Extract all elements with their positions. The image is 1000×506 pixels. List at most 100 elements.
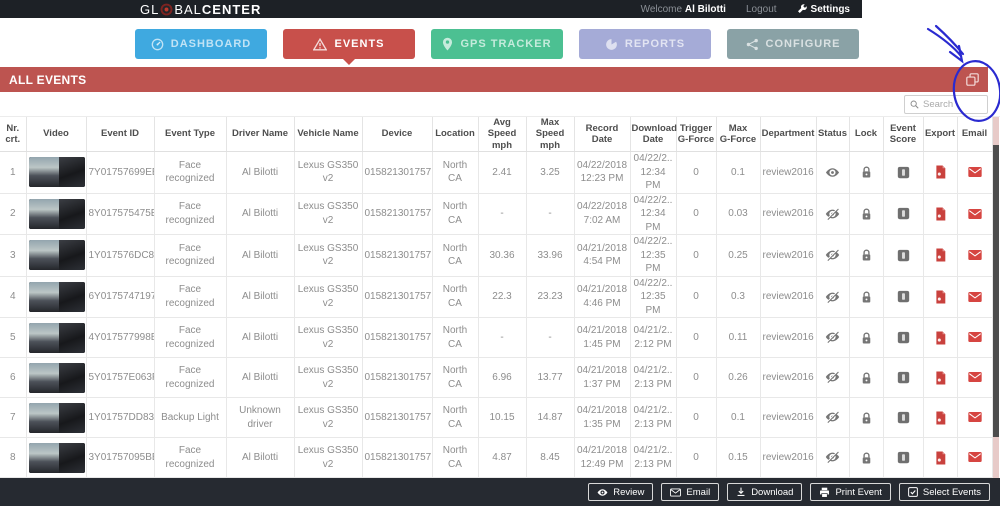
table-row[interactable]: 7 1Y01757DD835 Backup Light Unknown driv… (0, 397, 993, 439)
event-score-cell[interactable] (883, 234, 924, 277)
vertical-scrollbar-track[interactable] (993, 117, 999, 478)
export-cell[interactable] (923, 357, 958, 399)
col-location: Location (432, 117, 479, 153)
table-row[interactable]: 6 5Y01757E063F Face recognized Al Bilott… (0, 357, 993, 399)
video-cell[interactable] (26, 234, 87, 277)
lock-cell[interactable] (849, 317, 884, 359)
vertical-scrollbar-thumb[interactable] (993, 145, 999, 437)
export-cell[interactable] (923, 193, 958, 236)
event-score-cell[interactable] (883, 317, 924, 359)
select-events-button[interactable]: Select Events (898, 483, 990, 501)
lock-cell[interactable] (849, 276, 884, 319)
export-cell[interactable] (923, 276, 958, 319)
table-row[interactable]: 4 6Y0175747197 Face recognized Al Bilott… (0, 276, 993, 319)
tab-dashboard[interactable]: DASHBOARD (135, 29, 267, 59)
email-cell[interactable] (957, 437, 993, 478)
export-cell[interactable] (923, 317, 958, 359)
export-cell[interactable] (923, 234, 958, 277)
location: North CA (432, 276, 479, 319)
lock-cell[interactable] (849, 397, 884, 439)
dashcam-video-thumbnail[interactable] (28, 157, 85, 188)
tab-events[interactable]: EVENTS (283, 29, 415, 59)
video-cell[interactable] (26, 437, 87, 478)
max-gforce: 0.11 (716, 317, 761, 359)
event-score-cell[interactable] (883, 437, 924, 478)
table-row[interactable]: 1 7Y01757699EB Face recognized Al Bilott… (0, 151, 993, 194)
table-row[interactable]: 3 1Y017576DC88 Face recognized Al Bilott… (0, 234, 993, 277)
lock-icon (862, 208, 870, 220)
table-row[interactable]: 8 3Y01757095BB Face recognized Al Bilott… (0, 437, 993, 478)
copy-export-icon[interactable] (966, 73, 979, 86)
status-cell[interactable] (816, 234, 850, 277)
event-score-cell[interactable] (883, 276, 924, 319)
review-button[interactable]: Review (588, 483, 654, 501)
event-score-cell[interactable] (883, 151, 924, 194)
welcome-text: Welcome Al Bilotti (640, 3, 726, 15)
status-cell[interactable] (816, 276, 850, 319)
dashcam-video-thumbnail[interactable] (28, 240, 85, 271)
export-cell[interactable] (923, 437, 958, 478)
email-cell[interactable] (957, 357, 993, 399)
event-score-icon (897, 451, 909, 464)
lock-cell[interactable] (849, 234, 884, 277)
logout-link[interactable]: Logout (745, 3, 777, 15)
download-button[interactable]: Download (727, 483, 803, 501)
page-title: ALL EVENTS (9, 72, 87, 87)
event-score-cell[interactable] (883, 193, 924, 236)
status-cell[interactable] (816, 397, 850, 439)
search-input[interactable] (923, 99, 982, 110)
record-date: 04/21/2018 1:37 PM (574, 357, 631, 399)
video-cell[interactable] (26, 357, 87, 399)
export-cell[interactable] (923, 397, 958, 439)
event-score-cell[interactable] (883, 357, 924, 399)
email-cell[interactable] (957, 317, 993, 359)
status-cell[interactable] (816, 151, 850, 194)
tab-configure[interactable]: CONFIGURE (727, 29, 859, 59)
video-cell[interactable] (26, 276, 87, 319)
dashcam-video-thumbnail[interactable] (28, 402, 85, 433)
video-cell[interactable] (26, 151, 87, 194)
col-export: Export (923, 117, 958, 153)
export-cell[interactable] (923, 151, 958, 194)
lock-cell[interactable] (849, 437, 884, 478)
video-cell[interactable] (26, 397, 87, 439)
video-cell[interactable] (26, 193, 87, 236)
lock-cell[interactable] (849, 193, 884, 236)
event-score-icon (897, 249, 909, 261)
email-cell[interactable] (957, 193, 993, 236)
search-box[interactable] (904, 95, 988, 114)
status-cell[interactable] (816, 317, 850, 359)
video-cell[interactable] (26, 317, 87, 359)
email-cell[interactable] (957, 397, 993, 439)
email-cell[interactable] (957, 234, 993, 277)
download-date: 04/21/2.. 2:13 PM (630, 437, 677, 478)
print-event-button[interactable]: Print Event (810, 483, 891, 501)
table-row[interactable]: 5 4Y017577998B Face recognized Al Bilott… (0, 317, 993, 359)
max-speed: 33.96 (526, 234, 575, 277)
dashcam-video-thumbnail[interactable] (28, 322, 85, 353)
lock-cell[interactable] (849, 151, 884, 194)
status-cell[interactable] (816, 357, 850, 399)
email-button[interactable]: Email (661, 483, 720, 501)
driver-name: Al Bilotti (226, 193, 295, 236)
dashcam-video-thumbnail[interactable] (28, 362, 85, 393)
dashcam-video-thumbnail[interactable] (28, 442, 85, 473)
row-number: 5 (0, 317, 27, 359)
globalcenter-logo[interactable]: GL BAL CENTER (140, 2, 261, 17)
dashcam-video-thumbnail[interactable] (28, 198, 85, 229)
dashcam-video-thumbnail[interactable] (28, 281, 85, 312)
lock-cell[interactable] (849, 357, 884, 399)
status-cell[interactable] (816, 193, 850, 236)
email-cell[interactable] (957, 276, 993, 319)
download-date: 04/21/2.. 2:12 PM (630, 317, 677, 359)
settings-link[interactable]: Settings (797, 4, 850, 15)
tab-gps-tracker[interactable]: GPS TRACKER (431, 29, 563, 59)
event-type: Face recognized (154, 234, 227, 277)
status-cell[interactable] (816, 437, 850, 478)
tab-reports[interactable]: REPORTS (579, 29, 711, 59)
department: review2016 (760, 357, 817, 399)
email-cell[interactable] (957, 151, 993, 194)
table-row[interactable]: 2 8Y017575475E Face recognized Al Bilott… (0, 193, 993, 236)
event-score-cell[interactable] (883, 397, 924, 439)
vehicle-name: Lexus GS350 v2 (294, 437, 363, 478)
